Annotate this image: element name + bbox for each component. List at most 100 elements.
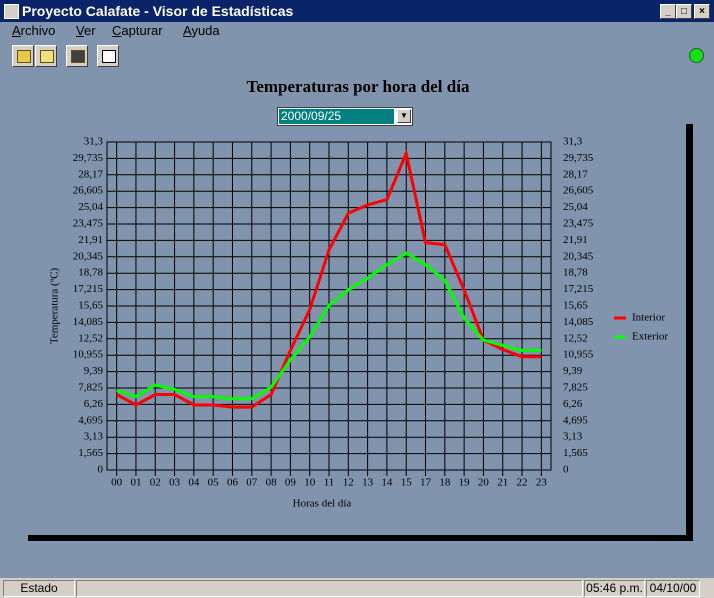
status-bar: Estado 05:46 p.m. 04/10/00 xyxy=(0,578,714,598)
y-tick-label: 14,085 xyxy=(73,316,104,328)
y2-tick-label: 28,17 xyxy=(563,168,588,180)
y-tick-label: 31,3 xyxy=(84,136,104,148)
y-axis-label: Temperatura (ºC) xyxy=(49,268,61,345)
y-tick-label: 26,605 xyxy=(73,185,104,197)
x-tick-label: 18 xyxy=(439,477,451,489)
x-tick-label: 22 xyxy=(517,477,528,489)
minimize-button[interactable]: _ xyxy=(660,4,676,19)
y-tick-label: 12,52 xyxy=(78,332,103,344)
close-button[interactable]: × xyxy=(694,4,710,19)
y-tick-label: 7,825 xyxy=(78,382,103,394)
y2-tick-label: 21,91 xyxy=(563,234,588,246)
y-tick-label: 6,26 xyxy=(84,398,104,410)
y2-tick-label: 18,78 xyxy=(563,267,588,279)
y2-tick-label: 26,605 xyxy=(563,185,594,197)
app-icon xyxy=(4,4,19,19)
y2-tick-label: 6,26 xyxy=(563,398,583,410)
y-tick-label: 10,955 xyxy=(73,349,104,361)
y2-tick-label: 7,825 xyxy=(563,382,588,394)
y-tick-label: 4,695 xyxy=(78,414,103,426)
y2-tick-label: 10,955 xyxy=(563,349,594,361)
status-date: 04/10/00 xyxy=(646,580,700,597)
x-tick-label: 07 xyxy=(246,477,258,489)
menu-item[interactable]: Archivo xyxy=(12,23,56,38)
y2-tick-label: 12,52 xyxy=(563,332,588,344)
legend-label: Exterior xyxy=(632,331,668,343)
x-tick-label: 12 xyxy=(343,477,354,489)
x-tick-label: 15 xyxy=(401,477,413,489)
x-tick-label: 11 xyxy=(324,477,335,489)
status-time: 05:46 p.m. xyxy=(584,580,645,597)
y2-tick-label: 17,215 xyxy=(563,283,594,295)
title-bar: Proyecto Calafate - Visor de Estadística… xyxy=(0,0,714,22)
x-tick-label: 21 xyxy=(497,477,508,489)
x-tick-label: 00 xyxy=(111,477,123,489)
open-button[interactable] xyxy=(35,45,57,67)
window-title: Proyecto Calafate - Visor de Estadística… xyxy=(22,3,294,19)
y-tick-label: 3,13 xyxy=(84,431,104,443)
y-tick-label: 23,475 xyxy=(73,218,104,230)
y-tick-label: 17,215 xyxy=(73,283,104,295)
x-tick-label: 20 xyxy=(478,477,490,489)
legend-label: Interior xyxy=(632,312,665,324)
y-tick-label: 21,91 xyxy=(78,234,103,246)
menu-item[interactable]: Ayuda xyxy=(183,23,220,38)
x-tick-label: 23 xyxy=(536,477,548,489)
y2-tick-label: 4,695 xyxy=(563,414,588,426)
capture-button[interactable] xyxy=(66,45,88,67)
properties-button[interactable] xyxy=(97,45,119,67)
y2-tick-label: 1,565 xyxy=(563,447,588,459)
y2-tick-label: 9,39 xyxy=(563,365,583,377)
shadow xyxy=(28,535,693,541)
status-light xyxy=(689,48,704,63)
x-axis-label: Horas del día xyxy=(293,498,352,510)
chart-title: Temperaturas por hora del día xyxy=(247,77,470,96)
shadow xyxy=(686,124,693,541)
y2-tick-label: 0 xyxy=(563,464,569,476)
y2-tick-label: 31,3 xyxy=(563,136,583,148)
x-tick-label: 04 xyxy=(188,477,200,489)
x-tick-label: 13 xyxy=(362,477,374,489)
x-tick-label: 19 xyxy=(459,477,471,489)
y2-tick-label: 25,04 xyxy=(563,201,588,213)
x-tick-label: 01 xyxy=(130,477,141,489)
x-tick-label: 14 xyxy=(381,477,393,489)
date-select[interactable]: 2000/09/25 ▼ xyxy=(277,107,413,126)
y2-tick-label: 3,13 xyxy=(563,431,583,443)
y2-tick-label: 20,345 xyxy=(563,250,594,262)
y2-tick-label: 29,735 xyxy=(563,152,594,164)
y-tick-label: 20,345 xyxy=(73,250,104,262)
x-tick-label: 09 xyxy=(285,477,297,489)
menu-item[interactable]: Ver xyxy=(76,23,96,38)
status-state: Estado xyxy=(3,580,75,597)
date-select-value: 2000/09/25 xyxy=(279,109,394,124)
y2-tick-label: 23,475 xyxy=(563,218,594,230)
x-tick-label: 03 xyxy=(169,477,181,489)
y2-tick-label: 14,085 xyxy=(563,316,594,328)
data-line xyxy=(115,148,542,409)
menu-bar: Archivo Ver Capturar Ayuda xyxy=(0,22,714,40)
x-tick-label: 05 xyxy=(208,477,220,489)
x-tick-label: 17 xyxy=(420,477,432,489)
open-button[interactable] xyxy=(12,45,34,67)
x-tick-label: 02 xyxy=(150,477,161,489)
menu-item[interactable]: Capturar xyxy=(112,23,163,38)
x-tick-label: 06 xyxy=(227,477,239,489)
y-tick-label: 1,565 xyxy=(78,447,103,459)
y-tick-label: 15,65 xyxy=(78,300,103,312)
data-line xyxy=(116,251,542,401)
y-tick-label: 28,17 xyxy=(78,168,103,180)
y-tick-label: 9,39 xyxy=(84,365,104,377)
dropdown-arrow[interactable]: ▼ xyxy=(397,109,411,123)
y2-tick-label: 15,65 xyxy=(563,300,588,312)
y-tick-label: 25,04 xyxy=(78,201,103,213)
x-tick-label: 10 xyxy=(304,477,316,489)
status-panel xyxy=(76,580,583,597)
y-tick-label: 29,735 xyxy=(73,152,104,164)
maximize-button[interactable]: □ xyxy=(676,4,692,19)
y-tick-label: 0 xyxy=(98,464,104,476)
x-tick-label: 08 xyxy=(266,477,278,489)
y-tick-label: 18,78 xyxy=(78,267,103,279)
